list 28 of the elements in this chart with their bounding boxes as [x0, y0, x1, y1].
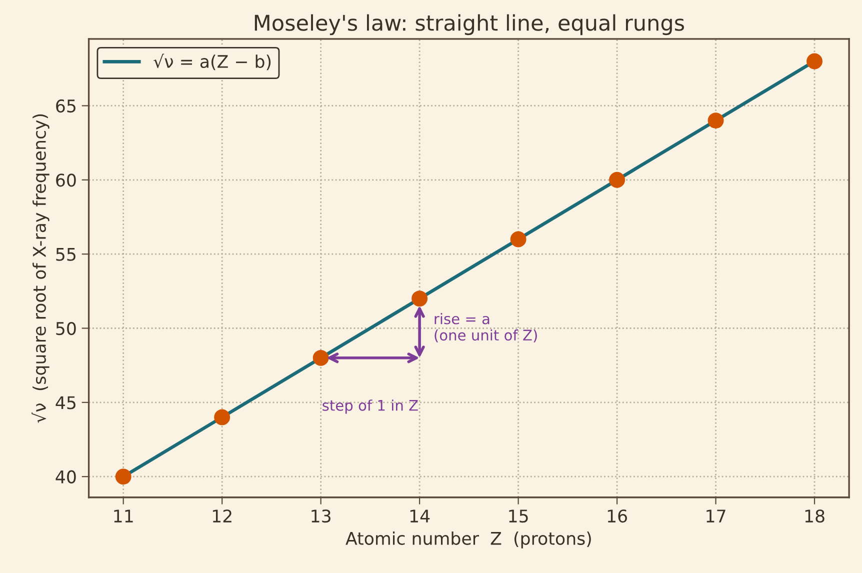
x-tick-label: 11	[114, 510, 133, 522]
x-tick-label: 16	[608, 509, 627, 523]
annotation: step of 1 in Z	[322, 400, 418, 414]
point	[214, 409, 230, 426]
y-tick-label: 65	[56, 99, 76, 113]
y-axis-title: √ν (square root of X-ray frequency)	[32, 114, 50, 423]
point	[115, 468, 132, 485]
point	[806, 53, 822, 70]
y-tick-label: 60	[56, 174, 76, 187]
point	[510, 231, 526, 248]
point	[609, 172, 626, 188]
x-tick-label: 15	[509, 510, 528, 523]
y-tick-label: 45	[56, 396, 76, 410]
chart-title: Moseley's law: straight line, equal rungs	[254, 14, 684, 36]
legend-label: √ν = a(Z − b)	[154, 54, 271, 70]
annotation: rise = a (one unit of Z)	[434, 313, 537, 342]
point	[708, 112, 724, 129]
y-tick-label: 55	[56, 248, 76, 261]
x-tick-label: 17	[706, 510, 726, 522]
point	[312, 350, 329, 366]
x-tick-label: 12	[212, 509, 232, 522]
point	[412, 290, 428, 307]
y-tick-label: 50	[56, 322, 76, 336]
x-tick-label: 14	[410, 510, 430, 522]
x-tick-label: 13	[312, 509, 330, 523]
y-tick-label: 40	[56, 470, 76, 484]
x-tick-label: 18	[805, 509, 824, 523]
x-axis-title: Atomic number Z (protons)	[346, 532, 591, 548]
